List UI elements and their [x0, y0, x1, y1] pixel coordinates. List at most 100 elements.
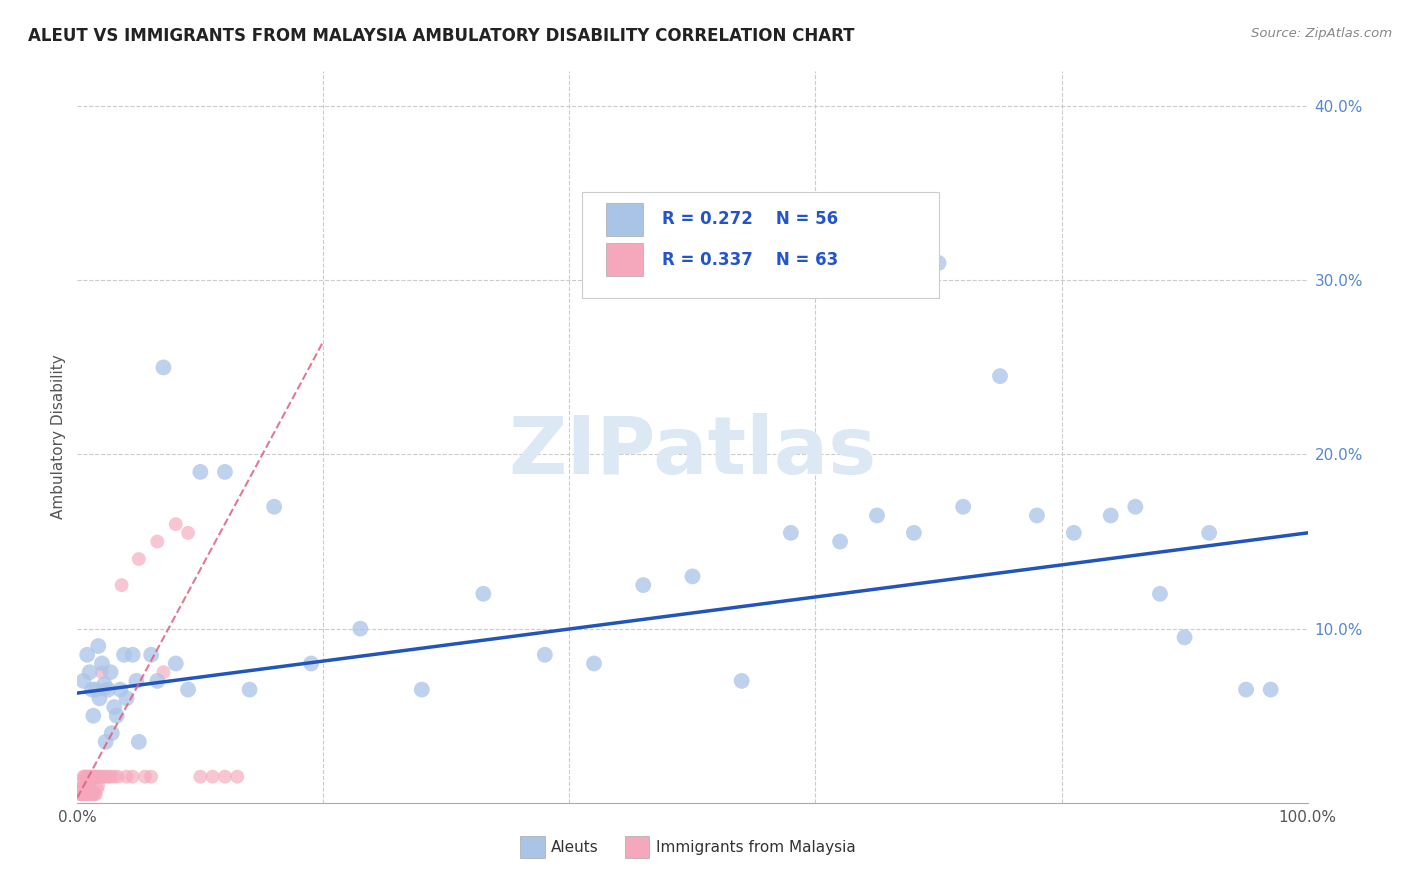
Point [77, 787, 100, 801]
Point [141, 648, 163, 662]
Point [72, 673, 94, 688]
Point [73, 781, 96, 796]
Point [84, 682, 107, 697]
Point [214, 465, 236, 479]
Point [91, 770, 114, 784]
Point [82, 682, 104, 697]
Point [82, 770, 104, 784]
Point [128, 552, 150, 566]
Point [76, 648, 98, 662]
Point [70, 781, 93, 796]
Point [94, 735, 117, 749]
Point [80, 770, 103, 784]
Point [1234, 682, 1257, 697]
Point [121, 648, 143, 662]
Point [110, 682, 132, 697]
Point [988, 369, 1011, 384]
Point [93, 682, 115, 697]
FancyBboxPatch shape [520, 837, 546, 858]
Point [201, 770, 224, 784]
Text: R = 0.272    N = 56: R = 0.272 N = 56 [662, 211, 838, 228]
Point [534, 648, 557, 662]
Text: R = 0.337    N = 63: R = 0.337 N = 63 [662, 251, 838, 269]
Point [125, 673, 148, 688]
Point [69, 787, 91, 801]
Point [77, 778, 100, 792]
Point [94, 770, 117, 784]
Point [101, 726, 124, 740]
Point [93, 677, 115, 691]
Point [1174, 631, 1197, 645]
Point [100, 770, 122, 784]
Point [83, 787, 105, 801]
Point [82, 770, 104, 784]
Point [1026, 508, 1049, 523]
Point [1198, 525, 1220, 540]
Point [1099, 508, 1122, 523]
Point [1260, 682, 1282, 697]
Point [87, 639, 110, 653]
Point [77, 770, 100, 784]
Point [134, 770, 156, 784]
Point [152, 665, 174, 680]
Point [121, 770, 143, 784]
Point [86, 770, 108, 784]
Point [111, 578, 132, 592]
Point [76, 770, 98, 784]
Point [72, 787, 94, 801]
Point [72, 781, 94, 796]
Point [79, 787, 101, 801]
Text: Aleuts: Aleuts [551, 840, 599, 855]
FancyBboxPatch shape [606, 203, 644, 236]
Point [82, 787, 104, 801]
Point [89, 691, 111, 706]
Text: ZIPatlas: ZIPatlas [509, 413, 876, 491]
Y-axis label: Ambulatory Disability: Ambulatory Disability [51, 355, 66, 519]
Point [105, 708, 128, 723]
Point [411, 682, 433, 697]
Point [188, 770, 212, 784]
Point [1125, 500, 1147, 514]
Point [830, 534, 852, 549]
Point [152, 360, 174, 375]
Point [70, 781, 93, 796]
Point [73, 787, 96, 801]
Point [75, 781, 97, 796]
FancyBboxPatch shape [624, 837, 650, 858]
Point [866, 508, 889, 523]
Point [239, 682, 262, 697]
Point [70, 787, 93, 801]
Point [84, 770, 107, 784]
Point [79, 778, 101, 792]
Point [84, 787, 107, 801]
Text: Source: ZipAtlas.com: Source: ZipAtlas.com [1251, 27, 1392, 40]
Point [79, 665, 101, 680]
Point [89, 770, 111, 784]
Point [633, 578, 655, 592]
Point [146, 534, 169, 549]
Point [115, 691, 138, 706]
Point [165, 517, 187, 532]
Point [103, 770, 125, 784]
Point [226, 770, 249, 784]
Point [82, 708, 104, 723]
Point [903, 525, 925, 540]
Point [214, 770, 236, 784]
Point [73, 778, 96, 792]
Point [472, 587, 495, 601]
FancyBboxPatch shape [606, 244, 644, 277]
Point [165, 657, 187, 671]
Point [103, 700, 125, 714]
Point [73, 770, 96, 784]
Point [263, 500, 285, 514]
Point [87, 778, 110, 792]
Point [86, 781, 108, 796]
Point [299, 657, 322, 671]
Point [146, 673, 169, 688]
Text: Immigrants from Malaysia: Immigrants from Malaysia [655, 840, 855, 855]
FancyBboxPatch shape [582, 192, 939, 298]
Point [97, 770, 120, 784]
Point [1149, 587, 1171, 601]
Point [70, 787, 93, 801]
Point [79, 770, 101, 784]
